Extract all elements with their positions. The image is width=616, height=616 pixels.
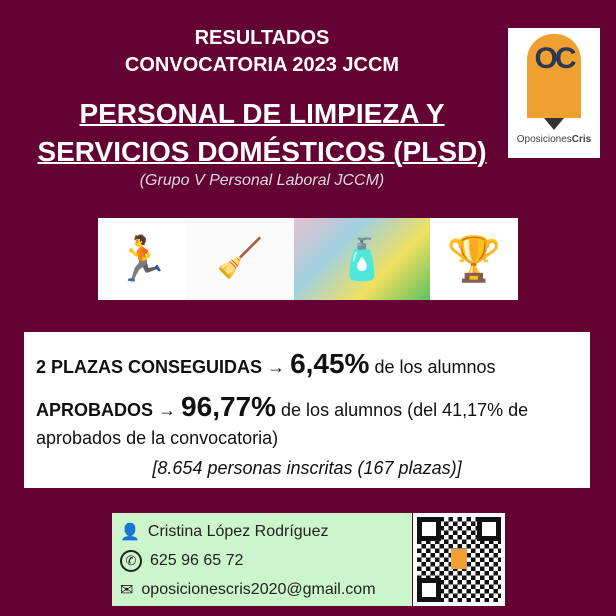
arrow: → [267,357,286,377]
aprobados-label: APROBADOS [36,400,154,420]
running-figures-image: 🏃 [98,218,186,300]
logo-text-bold: Cris [571,134,592,145]
email-icon: ✉ [120,581,134,599]
person-icon: 👤 [120,523,140,541]
qr-code[interactable] [413,513,505,606]
plazas-rest: de los alumnos [374,357,496,377]
plazas-label: 2 PLAZAS CONSEGUIDAS [36,357,263,377]
logo-text: Oposiciones [516,134,572,145]
title-line1: PERSONAL DE LIMPIEZA Y [79,98,445,129]
cleaning-supplies-image: 🧴 [294,218,430,300]
results-box: 2 PLAZAS CONSEGUIDAS → 6,45% de los alum… [24,332,590,488]
plazas-percent: 6,45% [290,348,370,379]
trophy-podium-image: 🏆 [430,218,518,300]
header-line2: CONVOCATORIA 2023 JCCM [124,54,400,76]
title-line2: SERVICIOS DOMÉSTICOS (PLSD) [37,136,487,167]
arrow: → [158,400,177,420]
contact-phone[interactable]: 625 96 65 72 [150,551,244,569]
aprobados-rest: de los alumnos (del 41,17% de aprobados … [36,400,529,448]
owl-pencil-icon: OC [527,34,581,130]
contact-email[interactable]: oposicionescris2020@gmail.com [141,580,376,598]
contact-name: Cristina López Rodríguez [147,522,329,540]
phone-icon: ✆ [120,549,142,572]
logo: OC OposicionesCris [508,28,600,158]
header-line1: RESULTADOS [194,27,330,49]
contact-box: 👤 Cristina López Rodríguez ✆ 625 96 65 72 … [112,513,412,606]
inscritos-note: [8.654 personas inscritas (167 plazas)] [152,458,462,478]
cleaning-toys-image: 🧹 [186,218,294,300]
subtitle: (Grupo V Personal Laboral JCCM) [139,172,385,189]
aprobados-percent: 96,77% [181,391,277,422]
